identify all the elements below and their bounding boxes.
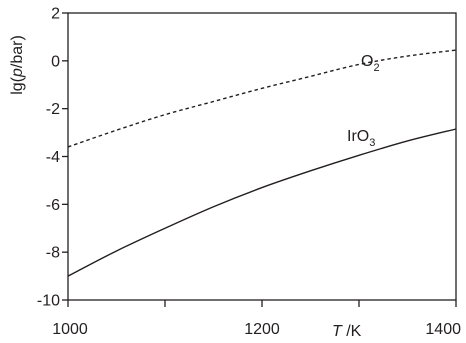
series-label-o2-main: O bbox=[361, 53, 373, 70]
y-tick-label: 0 bbox=[51, 53, 60, 70]
y-axis-title: lg(p/bar) bbox=[9, 35, 26, 95]
y-axis-title-variable: p bbox=[9, 68, 26, 78]
x-axis-title-variable: T bbox=[332, 323, 343, 340]
y-tick-label: -10 bbox=[37, 293, 60, 310]
y-axis: -10 -8 -6 -4 -2 0 2 bbox=[37, 6, 68, 310]
series-label-iro3-sub: 3 bbox=[369, 137, 375, 149]
y-tick-label: -4 bbox=[46, 149, 60, 166]
plot-frame bbox=[67, 12, 457, 301]
y-tick-label: 2 bbox=[51, 6, 60, 23]
plot-border bbox=[67, 12, 457, 301]
x-axis: 1000 1200 1400 bbox=[52, 300, 461, 338]
y-tick-label: -6 bbox=[46, 197, 60, 214]
series-label-o2-sub: 2 bbox=[373, 62, 379, 74]
x-tick-label: 1200 bbox=[244, 321, 280, 338]
y-tick-label: -2 bbox=[46, 101, 60, 118]
x-axis-title-unit: /K bbox=[342, 323, 362, 340]
series-label-iro3-main: IrO bbox=[347, 128, 369, 145]
series-label-iro3: IrO3 bbox=[347, 128, 375, 149]
y-tick-label: -8 bbox=[46, 245, 60, 262]
y-axis-title-suffix: /bar) bbox=[9, 35, 26, 68]
x-axis-title: T /K bbox=[332, 323, 362, 340]
series-line-iro3 bbox=[67, 128, 457, 277]
y-axis-title-prefix: lg( bbox=[9, 76, 26, 94]
series-label-o2: O2 bbox=[361, 53, 380, 74]
series-layer bbox=[67, 49, 457, 277]
x-tick-label: 1400 bbox=[425, 321, 461, 338]
x-tick-label: 1000 bbox=[52, 321, 88, 338]
series-line-o2 bbox=[67, 49, 457, 148]
